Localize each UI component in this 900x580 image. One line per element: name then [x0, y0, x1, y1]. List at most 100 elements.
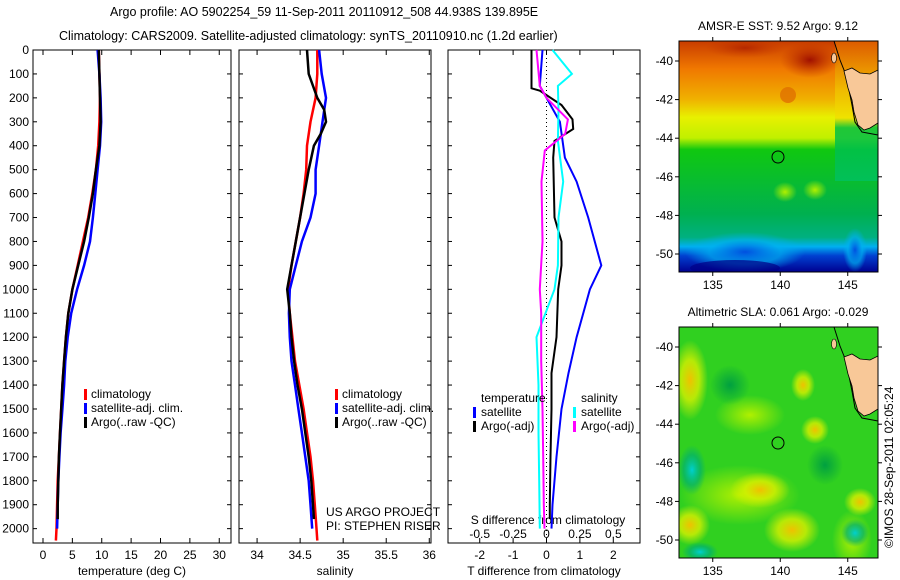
plot-frame	[32, 49, 232, 544]
lat-tick-label: -50	[656, 247, 674, 261]
pi-credit: PI: STEPHEN RISER	[326, 519, 441, 533]
argo-location-marker-sla	[771, 436, 785, 450]
x-tick-label: 1	[577, 548, 584, 562]
depth-tick-label: 600	[9, 187, 29, 201]
tasmania-land	[831, 40, 879, 136]
x-axis-label: T difference from climatology	[467, 564, 621, 578]
lat-tick-label: -40	[656, 340, 674, 354]
x-tick-label: 35.5	[375, 548, 399, 562]
depth-tick-label: 1300	[2, 354, 29, 368]
legend-swatch	[473, 407, 476, 418]
x-tick-label: 34	[250, 548, 264, 562]
x-axis-label: salinity	[317, 564, 354, 578]
lat-tick-label: -48	[656, 494, 674, 508]
argo-location-marker	[771, 150, 785, 164]
legend-label: Argo(-adj)	[581, 419, 634, 433]
s-tick-label: 0.5	[605, 527, 622, 541]
plot-frame	[238, 49, 432, 544]
depth-tick-label: 1800	[2, 474, 29, 488]
depth-tick-label: 800	[9, 234, 29, 248]
sst-map-title: AMSR-E SST: 9.52 Argo: 9.12	[698, 19, 858, 33]
lat-tick-label: -50	[656, 533, 674, 547]
s-tick-label: 0.25	[568, 527, 592, 541]
lon-tick-label: 145	[838, 278, 858, 292]
legend-label: Argo(-adj)	[481, 419, 534, 433]
series-line-argo-raw-qc-	[285, 49, 328, 520]
profile-panel-2: 34 34.5 35 35.5 36 salinity climatologysatelli…	[238, 49, 441, 578]
lat-tick-label: -40	[656, 54, 674, 68]
legend-swatch	[573, 407, 576, 418]
legend-label: Argo(..raw -QC)	[91, 415, 176, 429]
legend-title-temperature: temperature	[481, 391, 546, 405]
depth-tick-label: 200	[9, 91, 29, 105]
x-tick-label: 0	[543, 548, 550, 562]
figure-title-line2: Climatology: CARS2009. Satellite-adjuste…	[59, 29, 558, 43]
depth-tick-label: 1200	[2, 330, 29, 344]
sla-map-title: Altimetric SLA: 0.061 Argo: -0.029	[688, 305, 869, 319]
legend-swatch	[335, 403, 338, 414]
lon-tick-label: 135	[703, 278, 723, 292]
legend-title-salinity: salinity	[581, 391, 618, 405]
lon-tick-label: 140	[770, 564, 790, 578]
legend-label: satellite	[481, 405, 522, 419]
depth-tick-label: 500	[9, 163, 29, 177]
lat-tick-label: -42	[656, 93, 674, 107]
lat-tick-label: -44	[656, 417, 674, 431]
project-credit: US ARGO PROJECT	[326, 505, 441, 519]
sst-map-frame	[678, 40, 879, 273]
legend-swatch	[335, 389, 338, 400]
profile-panel-1: 0 5 10 15 20 25 30 temperature (deg C) 0 100 200 30…	[2, 43, 232, 578]
depth-tick-label: 300	[9, 115, 29, 129]
depth-tick-label: 0	[22, 43, 29, 57]
x-tick-label: 30	[213, 548, 227, 562]
x-axis-label: temperature (deg C)	[78, 564, 186, 578]
legend-label: Argo(..raw -QC)	[342, 415, 427, 429]
s-tick-label: -0.5	[469, 527, 490, 541]
x-tick-label: 10	[95, 548, 109, 562]
lat-tick-label: -46	[656, 456, 674, 470]
legend-swatch	[84, 403, 87, 414]
imos-timestamp: ©IMOS 28-Sep-2011 02:05:24	[882, 386, 896, 548]
x-tick-label: 20	[154, 548, 168, 562]
x-tick-label: 36	[423, 548, 437, 562]
legend-swatch	[84, 417, 87, 428]
depth-tick-label: 1000	[2, 282, 29, 296]
depth-tick-label: 1100	[3, 306, 29, 320]
series-line-s-satellite	[535, 49, 574, 529]
sla-map: Altimetric SLA: 0.061 Argo: -0.029	[656, 305, 882, 578]
series-line-argo-raw-qc-	[56, 49, 102, 520]
series-line-s-argo-adj-	[535, 49, 569, 529]
legend-label: satellite-adj. clim.	[91, 401, 183, 415]
depth-tick-label: 100	[9, 67, 29, 81]
legend-swatch	[335, 417, 338, 428]
legend-label: climatology	[91, 387, 151, 401]
profile-panel-3: -2 -1 0 1 2 T difference from climatology -0.5…	[447, 49, 641, 578]
x-tick-label: 0	[40, 548, 47, 562]
x-tick-label: 15	[124, 548, 138, 562]
s-tick-label: 0	[543, 527, 550, 541]
depth-tick-label: 1600	[2, 426, 29, 440]
legend-label: climatology	[342, 387, 402, 401]
lat-tick-label: -42	[656, 379, 674, 393]
lon-tick-label: 135	[703, 564, 723, 578]
x-tick-label: 34.5	[288, 548, 312, 562]
depth-tick-label: 1500	[2, 402, 29, 416]
x-tick-label: -1	[508, 548, 519, 562]
sst-map: AMSR-E SST: 9.52 Argo: 9.12 135 140 145 -40…	[656, 19, 882, 292]
depth-tick-label: 400	[9, 139, 29, 153]
depth-tick-label: 700	[9, 211, 29, 225]
lon-tick-label: 140	[770, 278, 790, 292]
lat-tick-label: -46	[656, 170, 674, 184]
x-tick-label: 5	[69, 548, 76, 562]
series-line-t-satellite	[538, 49, 603, 529]
lat-tick-label: -44	[656, 131, 674, 145]
legend-swatch	[84, 389, 87, 400]
depth-tick-label: 1900	[2, 498, 29, 512]
x-tick-label: -2	[474, 548, 485, 562]
lat-tick-label: -48	[656, 208, 674, 222]
depth-tick-label: 2000	[2, 522, 29, 536]
s-tick-label: -0.25	[499, 527, 527, 541]
x-tick-label: 35	[336, 548, 350, 562]
